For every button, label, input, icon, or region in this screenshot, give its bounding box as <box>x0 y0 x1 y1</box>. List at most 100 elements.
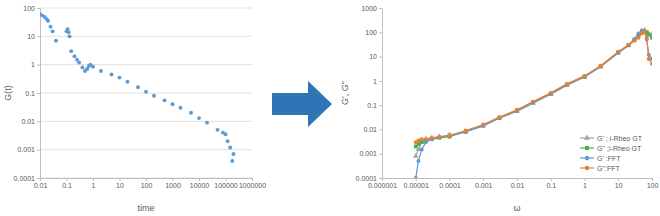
tick: 10000 <box>190 178 210 189</box>
data-point <box>197 116 201 120</box>
tick-mark <box>37 93 40 94</box>
tick: 0.0001 <box>356 175 382 182</box>
legend-swatch-marker <box>585 156 590 161</box>
tick-mark <box>483 178 484 181</box>
grid <box>40 8 252 178</box>
legend-item: G' ; i-Rheo GT <box>580 134 643 141</box>
tick-mark <box>67 178 68 181</box>
tick-label: 0.01 <box>511 182 525 189</box>
tick-label: 100 <box>647 182 659 189</box>
data-point <box>216 128 220 132</box>
data-point <box>54 39 58 43</box>
tick-label: 1 <box>92 182 96 189</box>
data-point <box>437 135 441 139</box>
data-point <box>616 50 620 54</box>
data-point <box>99 69 103 73</box>
chart: 0.010.111010010001000010000010000000.000… <box>3 5 266 213</box>
tick-label: 10 <box>27 33 35 40</box>
legend-background <box>578 131 650 175</box>
tick-label: 1000 <box>361 5 377 12</box>
tick-label: 100 <box>141 182 153 189</box>
tick-mark <box>416 178 417 181</box>
plot-area <box>413 27 652 178</box>
data-point <box>583 75 587 79</box>
tick-label: 1 <box>373 78 377 85</box>
tick-mark <box>517 178 518 181</box>
tick-label: 100 <box>365 29 377 36</box>
tick-mark <box>37 8 40 9</box>
tick-mark <box>379 57 382 58</box>
data-point <box>163 98 167 102</box>
grid-line <box>40 149 252 150</box>
tick: 100 <box>365 29 382 36</box>
data-point <box>549 92 553 96</box>
tick: 0.1 <box>367 102 382 109</box>
tick-label: 0.000001 <box>368 182 397 189</box>
y-axis-title: G', G'' <box>340 81 350 105</box>
x-axis-title: time <box>137 203 154 213</box>
tick-label: 0.01 <box>34 182 48 189</box>
tick: 1 <box>31 61 40 68</box>
data-point <box>126 80 130 84</box>
tick-label: 0.1 <box>546 182 556 189</box>
tick-label: 0.001 <box>359 150 377 157</box>
tick: 100 <box>647 178 659 189</box>
legend-label: G'':FFT <box>597 165 621 172</box>
legend: G' ; i-Rheo GTG'' ;i-Rheo GTG' :FFTG'':F… <box>578 131 650 175</box>
data-point <box>51 29 55 33</box>
data-point <box>46 19 50 23</box>
tick-mark <box>199 178 200 181</box>
tick-mark <box>379 105 382 106</box>
legend-item: G'':FFT <box>580 165 621 172</box>
data-point <box>136 85 140 89</box>
grid-line <box>40 64 252 65</box>
tick-label: 0.0001 <box>439 182 461 189</box>
tick: 0.0001 <box>439 178 461 189</box>
data-point <box>224 132 228 136</box>
data-point <box>531 101 535 105</box>
tick: 1000000 <box>239 178 266 189</box>
data-point <box>171 102 175 106</box>
data-point <box>481 123 485 127</box>
tick: 0.01 <box>34 178 48 189</box>
data-point <box>616 50 620 54</box>
data-point <box>189 111 193 115</box>
data-point <box>481 123 485 127</box>
tick-label: 0.001 <box>475 182 493 189</box>
tick: 0.1 <box>62 178 72 189</box>
data-point <box>583 74 587 78</box>
data-point <box>645 36 649 40</box>
y-axis-title: G(t) <box>3 85 13 101</box>
data-point <box>49 25 53 29</box>
data-point <box>565 83 569 87</box>
data-point <box>420 147 424 151</box>
legend-label: G' ; i-Rheo GT <box>597 135 643 142</box>
series <box>413 27 652 158</box>
data-point <box>599 64 603 68</box>
tick: 1 <box>373 78 382 85</box>
tick-mark <box>37 178 40 179</box>
tick-label: 1000 <box>165 182 181 189</box>
series <box>414 28 652 144</box>
tick-label: 0.01 <box>363 126 377 133</box>
tick: 10 <box>27 33 40 40</box>
tick-label: 0.0001 <box>14 175 36 182</box>
tick-mark <box>379 81 382 82</box>
data-point <box>67 30 71 34</box>
tick-mark <box>173 178 174 181</box>
series <box>414 28 652 178</box>
tick-mark <box>379 129 382 130</box>
data-point <box>144 90 148 94</box>
data-point <box>414 176 418 178</box>
data-point <box>640 31 644 35</box>
tick: 0.001 <box>359 150 382 157</box>
y-axis: 0.00010.0010.010.1110100 <box>14 5 41 182</box>
tick: 100 <box>141 178 153 189</box>
tick: 0.0001 <box>14 175 40 182</box>
tick-label: 10 <box>116 182 124 189</box>
data-point <box>68 34 72 38</box>
tick-mark <box>93 178 94 181</box>
data-point <box>497 116 501 120</box>
tick-label: 10 <box>369 53 377 60</box>
data-point <box>632 39 636 43</box>
